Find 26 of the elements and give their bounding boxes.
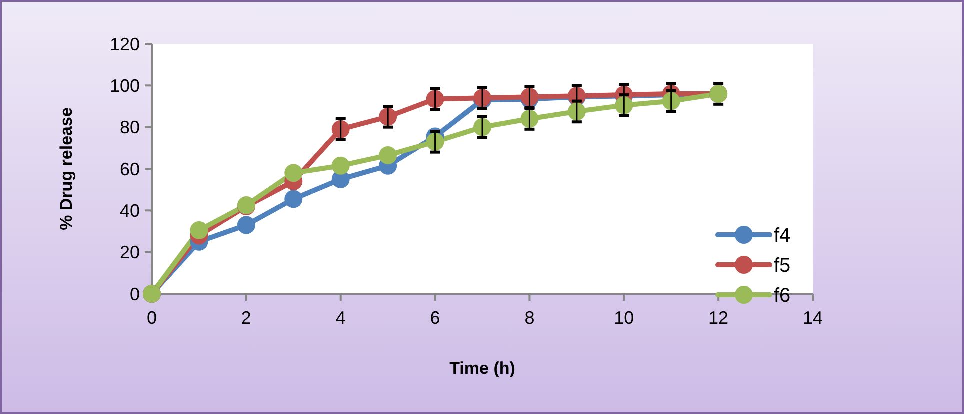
y-tick-label: 20 — [120, 242, 140, 263]
legend-label: f6 — [774, 285, 791, 307]
y-tick-label: 100 — [110, 76, 140, 96]
legend-label: f4 — [774, 225, 791, 247]
point — [237, 216, 256, 234]
y-tick-label: 60 — [120, 159, 140, 180]
point — [379, 146, 398, 164]
x-axis-title: Time (h) — [450, 359, 516, 378]
x-tick-label: 12 — [708, 308, 729, 328]
y-tick-label: 0 — [130, 284, 140, 304]
y-tick-label: 80 — [120, 118, 140, 138]
x-tick-label: 6 — [430, 308, 440, 328]
y-axis-title: % Drug release — [57, 108, 76, 230]
y-tick-label: 40 — [120, 200, 140, 221]
point — [332, 156, 350, 175]
point — [284, 164, 303, 182]
x-tick-label: 2 — [241, 308, 252, 328]
x-tick-label: 10 — [614, 308, 634, 328]
point — [190, 221, 208, 240]
x-tick-label: 8 — [524, 308, 535, 328]
x-tick-label: 4 — [336, 308, 346, 328]
x-tick-label: 0 — [146, 308, 158, 328]
point — [284, 190, 303, 208]
x-tick-label: 14 — [802, 308, 824, 328]
legend-label: f5 — [774, 255, 791, 277]
y-tick-label: 120 — [110, 34, 140, 54]
